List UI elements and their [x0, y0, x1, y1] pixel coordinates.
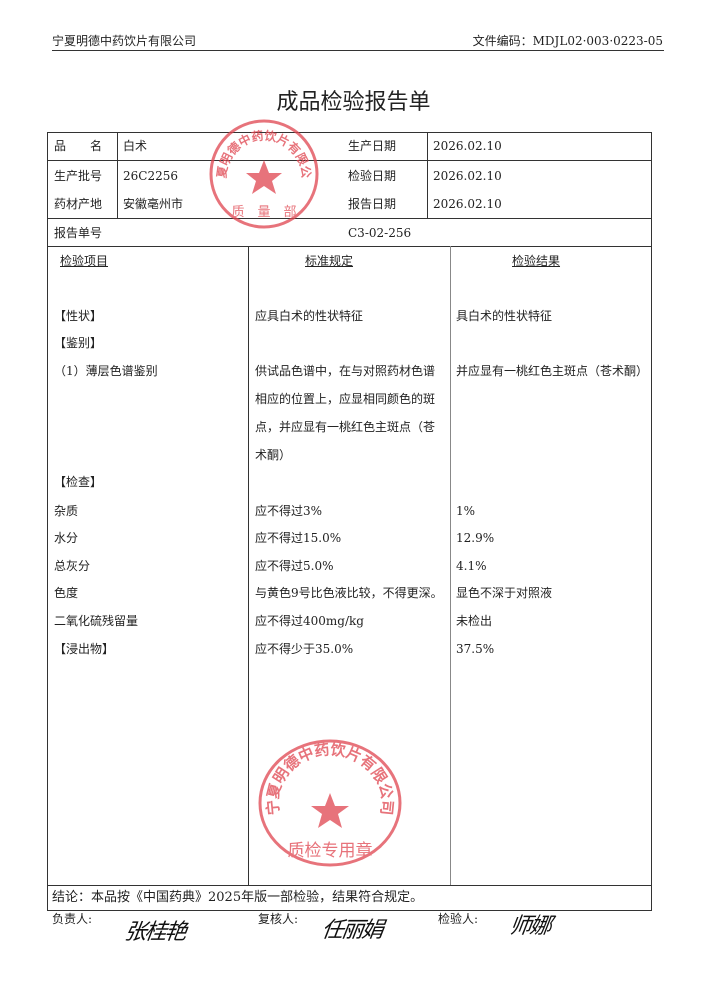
- row-standard: 应具白术的性状特征: [255, 309, 364, 323]
- rule: [47, 885, 652, 886]
- row-result: 并应显有一桃红色主斑点（苍术酮）: [456, 364, 649, 378]
- row-item: （1）薄层色谱鉴别: [54, 364, 158, 378]
- column-header-item: 检验项目: [60, 254, 109, 268]
- row-standard: 与黄色9号比色液比较，不得更深。: [255, 586, 443, 600]
- row-item: 杂质: [54, 504, 79, 518]
- batch-number: 26C2256: [123, 169, 178, 183]
- row-standard: 应不得过3%: [255, 504, 323, 518]
- rule: [47, 218, 652, 219]
- inspector-label: 检验人:: [438, 912, 479, 926]
- origin: 安徽亳州市: [123, 197, 184, 211]
- row-standard: 应不得过400mg/kg: [255, 614, 364, 628]
- inspector-signature: 师娜: [507, 914, 552, 939]
- row-result: 具白术的性状特征: [456, 309, 553, 323]
- stamp-center-text: 质检专用章: [288, 841, 373, 861]
- rule: [47, 246, 652, 247]
- page-title: 成品检验报告单: [276, 90, 431, 115]
- row-standard: 应不得少于35.0%: [255, 642, 354, 656]
- row-item: 【性状】: [54, 309, 103, 323]
- rule: [117, 132, 118, 218]
- report-date: 2026.02.10: [433, 197, 502, 211]
- qc-seal-stamp: 宁夏明德中药饮片有限公司 质检专用章: [258, 739, 402, 867]
- row-item: 色度: [54, 586, 79, 600]
- origin-label: 药材产地: [54, 197, 103, 211]
- stamp-center-text: 质 量 部: [231, 205, 296, 220]
- product-name: 白术: [123, 139, 148, 153]
- name-label: 品 名: [54, 139, 103, 153]
- row-standard-line: 点，并应显有一桃红色主斑点（苍: [255, 420, 436, 434]
- quality-dept-stamp: 宁夏明德中药饮片有限公司 质 量 部: [206, 118, 319, 229]
- report-no: C3-02-256: [348, 226, 412, 240]
- prod-date: 2026.02.10: [433, 139, 502, 153]
- test-date-label: 检验日期: [348, 169, 397, 183]
- row-result: 12.9%: [456, 531, 495, 545]
- test-date: 2026.02.10: [433, 169, 502, 183]
- rule: [651, 132, 652, 911]
- row-result: 37.5%: [456, 642, 495, 656]
- rule: [450, 246, 451, 885]
- row-item: 【检查】: [54, 475, 103, 489]
- batch-label: 生产批号: [54, 169, 103, 183]
- column-header-result: 检验结果: [512, 254, 561, 268]
- report-date-label: 报告日期: [348, 197, 397, 211]
- row-result: 1%: [456, 504, 476, 518]
- row-result: 未检出: [456, 614, 493, 628]
- conclusion: 结论：本品按《中国药典》2025年版一部检验，结果符合规定。: [52, 890, 424, 905]
- prod-date-label: 生产日期: [348, 139, 397, 153]
- row-item: 二氧化硫残留量: [54, 614, 139, 628]
- rule: [47, 132, 48, 911]
- reviewer-label: 复核人:: [258, 912, 299, 926]
- row-standard: 应不得过15.0%: [255, 531, 342, 545]
- row-standard-line: 相应的位置上，应显相同颜色的斑: [255, 392, 436, 406]
- header-rule: [52, 50, 664, 51]
- reviewer-signature: 任丽娟: [319, 918, 384, 943]
- rule: [248, 246, 249, 885]
- row-result: 4.1%: [456, 559, 487, 573]
- column-header-standard: 标准规定: [305, 254, 354, 268]
- report-no-label: 报告单号: [54, 226, 103, 240]
- svg-text:宁夏明德中药饮片有限公司: 宁夏明德中药饮片有限公司: [206, 118, 313, 179]
- row-result: 显色不深于对照液: [456, 586, 553, 600]
- rule: [47, 160, 652, 161]
- row-standard: 应不得过5.0%: [255, 559, 334, 573]
- rule: [47, 910, 652, 911]
- row-item: 总灰分: [54, 559, 91, 573]
- row-item: 水分: [54, 531, 79, 545]
- row-item: 【浸出物】: [54, 642, 115, 656]
- row-item: 【鉴别】: [54, 336, 103, 350]
- star-icon: [311, 793, 349, 828]
- row-standard-line: 术酮）: [255, 448, 292, 462]
- star-icon: [246, 160, 282, 194]
- company-name: 宁夏明德中药饮片有限公司: [52, 34, 197, 48]
- responsible-signature: 张桂艳: [122, 920, 187, 945]
- rule: [427, 132, 428, 218]
- document-number: 文件编码：MDJL02·003·0223-05: [472, 34, 663, 48]
- responsible-label: 负责人:: [52, 912, 93, 926]
- row-standard-line: 供试品色谱中，在与对照药材色谱: [255, 364, 436, 378]
- stamp-ring-text: 宁夏明德中药饮片有限公司: [206, 118, 313, 179]
- rule: [47, 132, 652, 133]
